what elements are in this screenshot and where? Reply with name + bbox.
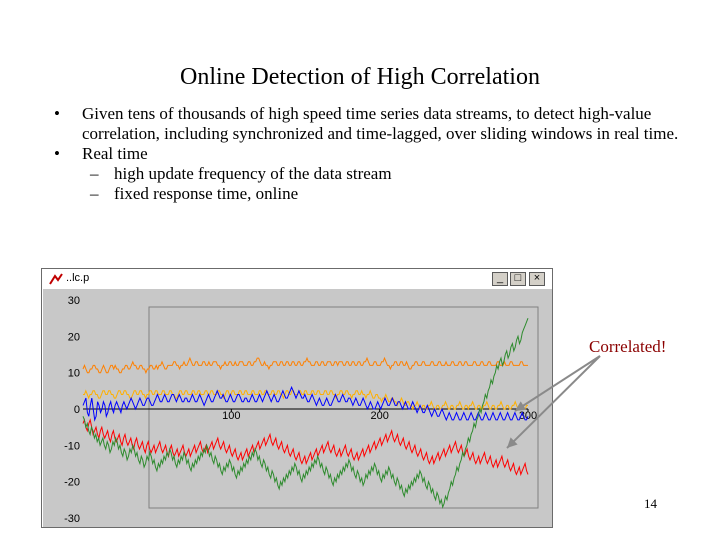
bullet-dot: •: [54, 144, 60, 163]
y-tick-label: -10: [64, 440, 80, 452]
sub-bullet-dash: –: [90, 164, 99, 183]
maximize-button[interactable]: □: [510, 272, 526, 286]
series-line: [82, 356, 528, 375]
y-tick-label: -30: [64, 513, 80, 525]
correlated-label: Correlated!: [589, 337, 667, 356]
annotation-arrow-line: [514, 355, 601, 412]
y-tick-label: -20: [64, 477, 80, 489]
x-tick-label: 300: [519, 410, 537, 422]
minimize-button[interactable]: _: [492, 272, 508, 286]
y-tick-label: 20: [68, 331, 80, 343]
slide-title: Online Detection of High Correlation: [180, 64, 540, 90]
x-tick-label: 100: [222, 410, 240, 422]
window-title: ..lc.p: [66, 272, 90, 284]
app-icon: [49, 273, 63, 285]
bullet-list: • Given tens of thousands of high speed …: [54, 104, 694, 204]
close-button[interactable]: ×: [529, 272, 545, 286]
bullet-text: Real time: [82, 144, 148, 163]
bullet-dot: •: [54, 104, 60, 123]
bullet-item: • Given tens of thousands of high speed …: [54, 104, 694, 144]
series-line: [82, 385, 529, 422]
annotation-arrow-head: [507, 437, 518, 448]
bullet-text: Given tens of thousands of high speed ti…: [82, 104, 679, 143]
sub-bullet-item: – fixed response time, online: [54, 184, 694, 204]
y-tick-label: 0: [74, 404, 80, 416]
annotation-arrow-head: [515, 401, 527, 411]
series-line: [82, 418, 529, 477]
bullet-item: • Real time: [54, 144, 694, 164]
sliding-window-frame: [148, 306, 539, 509]
sub-bullet-text: fixed response time, online: [114, 184, 299, 203]
x-tick-label: 200: [370, 410, 388, 422]
series-line: [82, 318, 529, 509]
page-number: 14: [644, 496, 657, 511]
series-line: [83, 389, 528, 411]
y-tick-label: 10: [68, 368, 80, 380]
plot-window: ..lc.p _ □ ×: [41, 268, 553, 528]
sub-bullet-item: – high update frequency of the data stre…: [54, 164, 694, 184]
y-tick-label: 30: [68, 295, 80, 307]
window-titlebar[interactable]: ..lc.p _ □ ×: [42, 269, 552, 289]
sub-bullet-dash: –: [90, 184, 99, 203]
sub-bullet-text: high update frequency of the data stream: [114, 164, 392, 183]
annotation-arrow-line: [506, 355, 601, 449]
